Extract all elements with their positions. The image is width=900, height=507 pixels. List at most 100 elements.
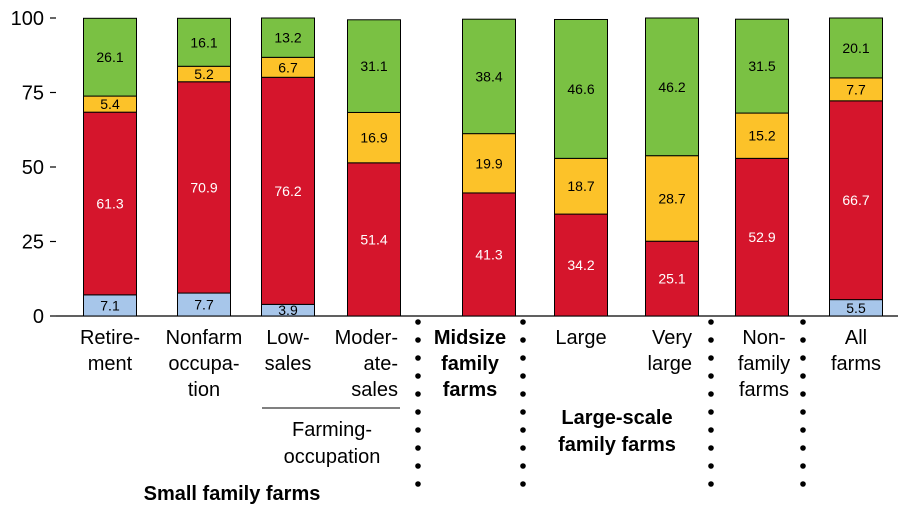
separator-dot — [708, 373, 714, 379]
separator-dot — [415, 427, 421, 433]
bar-segment — [177, 81, 231, 294]
category-label: Low- — [266, 327, 309, 349]
separator-dot — [708, 391, 714, 397]
data-label: 19.9 — [475, 155, 502, 171]
separator-dot — [520, 319, 526, 325]
category-label: farms — [443, 379, 497, 401]
bar-segment — [735, 157, 789, 317]
data-label: 13.2 — [274, 30, 301, 46]
category-label: Large — [555, 327, 606, 349]
data-label: 52.9 — [748, 229, 775, 245]
category-label: occupa- — [168, 353, 239, 375]
data-label: 20.1 — [842, 40, 869, 56]
separator-dot — [800, 427, 806, 433]
data-label: 18.7 — [567, 178, 594, 194]
data-label: 46.6 — [567, 81, 594, 97]
separator-dot — [800, 355, 806, 361]
large-scale-label: Large-scale — [561, 407, 672, 429]
separator-dot — [800, 319, 806, 325]
group-labels: Farming-occupation Large-scale family farm… — [144, 407, 676, 505]
bar-segment — [83, 111, 137, 296]
data-label: 46.2 — [658, 79, 685, 95]
category-label: farms — [739, 379, 789, 401]
bar-segment — [462, 18, 516, 135]
data-label: 15.2 — [748, 128, 775, 144]
bar-segment — [554, 18, 608, 159]
separator-dot — [520, 445, 526, 451]
y-tick-label: 100 — [11, 8, 44, 30]
data-label: 5.4 — [100, 96, 120, 112]
data-label: 16.9 — [360, 130, 387, 146]
large-scale-label: family farms — [558, 434, 676, 456]
separator-dot — [520, 481, 526, 487]
separator-dot — [520, 427, 526, 433]
category-label: sales — [265, 353, 312, 375]
separator-dot — [800, 409, 806, 415]
bar-segment — [261, 17, 315, 58]
data-label: 76.2 — [274, 183, 301, 199]
dotted-separators — [415, 319, 806, 487]
data-label: 41.3 — [475, 246, 502, 262]
category-label: Non- — [742, 327, 785, 349]
separator-dot — [800, 463, 806, 469]
category-label: sales — [351, 379, 398, 401]
separator-dot — [708, 337, 714, 343]
bar-segment — [261, 76, 315, 305]
data-label: 26.1 — [96, 49, 123, 65]
separator-dot — [800, 481, 806, 487]
category-label: ate- — [364, 353, 398, 375]
bar-segment — [829, 17, 883, 79]
separator-dot — [800, 445, 806, 451]
separator-dot — [415, 463, 421, 469]
category-label: Moder- — [335, 327, 398, 349]
separator-dot — [708, 427, 714, 433]
small-family-farms-label: Small family farms — [144, 483, 321, 505]
bar-segment — [645, 240, 699, 317]
separator-dot — [520, 463, 526, 469]
separator-dot — [800, 337, 806, 343]
category-label: Very — [652, 327, 692, 349]
category-label: family — [738, 353, 790, 375]
data-label: 5.5 — [846, 300, 866, 316]
bar-segment — [645, 17, 699, 157]
bar-segment — [177, 17, 231, 67]
data-label: 25.1 — [658, 271, 685, 287]
data-label: 7.7 — [194, 297, 214, 313]
data-label: 31.1 — [360, 58, 387, 74]
farming-occupation-label: Farming- — [292, 419, 372, 441]
category-label: All — [845, 327, 867, 349]
y-tick-label: 0 — [33, 306, 44, 328]
bar-segment — [347, 19, 401, 113]
y-tick-label: 50 — [22, 157, 44, 179]
separator-dot — [708, 445, 714, 451]
bar-segment — [554, 213, 608, 317]
separator-dot — [708, 481, 714, 487]
farming-occupation-label: occupation — [284, 446, 381, 468]
separator-dot — [800, 373, 806, 379]
separator-dot — [415, 373, 421, 379]
bar-segment — [554, 157, 608, 215]
category-label: farms — [831, 353, 881, 375]
separator-dot — [708, 409, 714, 415]
category-labels: Retire-ment Nonfarm occupa-tion Low-sales Mo… — [80, 327, 881, 401]
bar-segment — [462, 192, 516, 317]
data-label: 3.9 — [278, 302, 298, 318]
separator-dot — [415, 445, 421, 451]
y-tick-label: 25 — [22, 232, 44, 254]
bar-segment — [347, 111, 401, 164]
separator-dot — [520, 409, 526, 415]
data-label: 28.7 — [658, 190, 685, 206]
category-label: Nonfarm — [166, 327, 243, 349]
y-tick-label: 75 — [22, 83, 44, 105]
separator-dot — [520, 373, 526, 379]
bar-segment — [735, 18, 789, 114]
bar-segment — [462, 133, 516, 194]
separator-dot — [708, 463, 714, 469]
bars: 7.1 61.3 5.4 26.1 7.7 70.9 5.2 16.1 3.9 76.2 6.7 13… — [83, 17, 883, 318]
data-label: 7.1 — [100, 297, 120, 313]
data-label: 31.5 — [748, 58, 775, 74]
separator-dot — [520, 391, 526, 397]
separator-dot — [415, 319, 421, 325]
separator-dot — [415, 481, 421, 487]
